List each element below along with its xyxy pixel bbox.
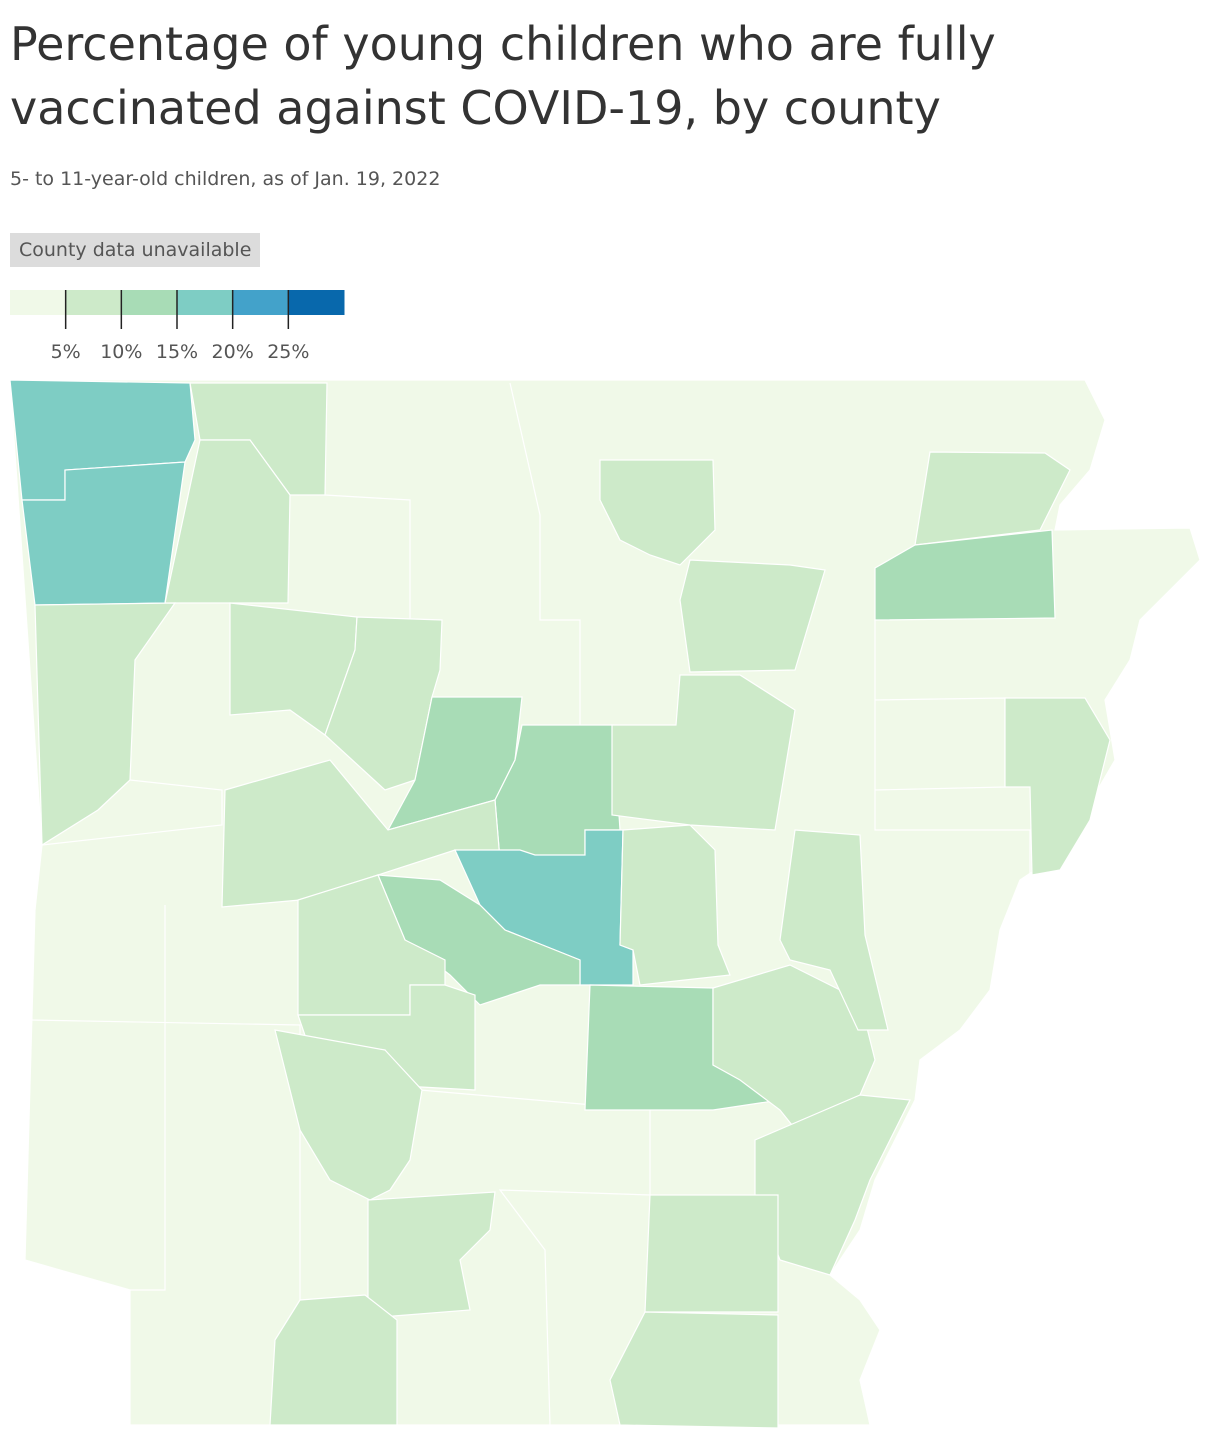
county-borders bbox=[509, 382, 581, 725]
county bbox=[274, 1029, 423, 1201]
county bbox=[619, 824, 731, 986]
legend: 5% 10% 15% 20% 25% bbox=[10, 290, 345, 363]
county bbox=[644, 1194, 779, 1313]
county-borders bbox=[874, 620, 1031, 1000]
legend-tick-label: 25% bbox=[267, 341, 309, 363]
legend-tick-label: 20% bbox=[212, 341, 254, 363]
legend-bin bbox=[288, 290, 345, 315]
county bbox=[164, 439, 291, 604]
legend-tick-label: 10% bbox=[100, 341, 142, 363]
legend-tick-label: 5% bbox=[51, 341, 81, 363]
legend-bin bbox=[121, 290, 178, 315]
county bbox=[611, 674, 796, 831]
county bbox=[599, 459, 716, 566]
county bbox=[269, 1294, 398, 1426]
legend-tick-label: 15% bbox=[156, 341, 198, 363]
subtitle: 5- to 11-year-old children, as of Jan. 1… bbox=[10, 168, 441, 190]
county bbox=[34, 602, 177, 847]
legend-bin bbox=[177, 290, 234, 315]
county bbox=[1004, 697, 1111, 876]
county-borders bbox=[130, 905, 166, 1291]
legend-bin bbox=[10, 290, 67, 315]
legend-bin bbox=[232, 290, 289, 315]
county bbox=[609, 1311, 779, 1429]
county-borders bbox=[29, 1019, 301, 1300]
legend-bin bbox=[65, 290, 122, 315]
counties bbox=[9, 379, 1201, 1429]
county bbox=[914, 451, 1071, 546]
county bbox=[779, 829, 889, 1031]
county bbox=[874, 529, 1056, 621]
county bbox=[679, 559, 826, 673]
unavailable-legend: County data unavailable bbox=[10, 233, 261, 267]
title: Percentage of young children who are ful… bbox=[10, 17, 996, 135]
county-borders bbox=[41, 779, 223, 846]
